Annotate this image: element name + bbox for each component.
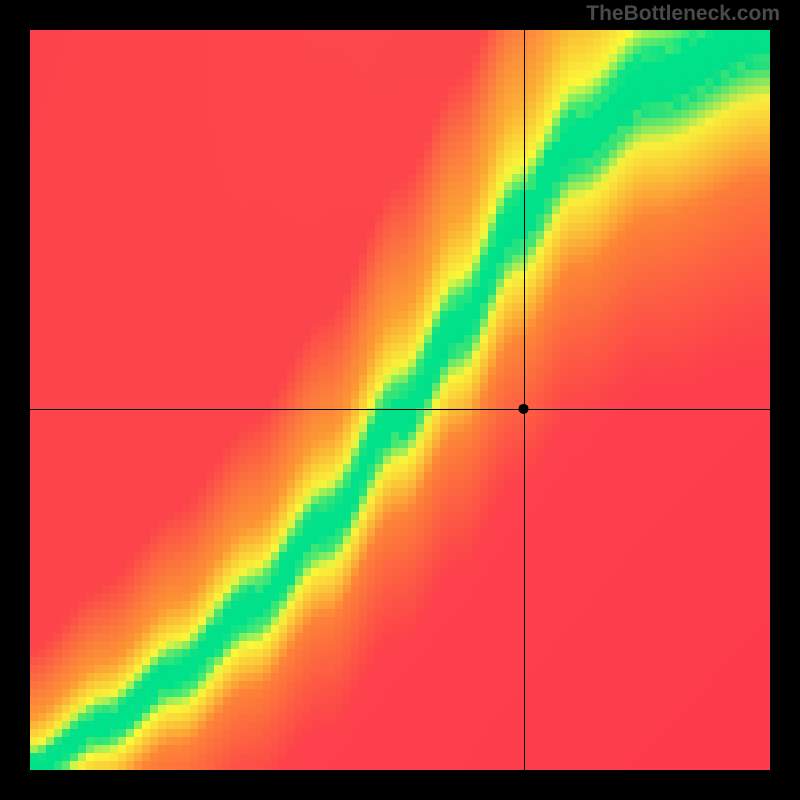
plot-area <box>30 30 770 770</box>
chart-container: TheBottleneck.com <box>0 0 800 800</box>
heatmap-canvas <box>30 30 770 770</box>
watermark-text: TheBottleneck.com <box>586 2 780 26</box>
